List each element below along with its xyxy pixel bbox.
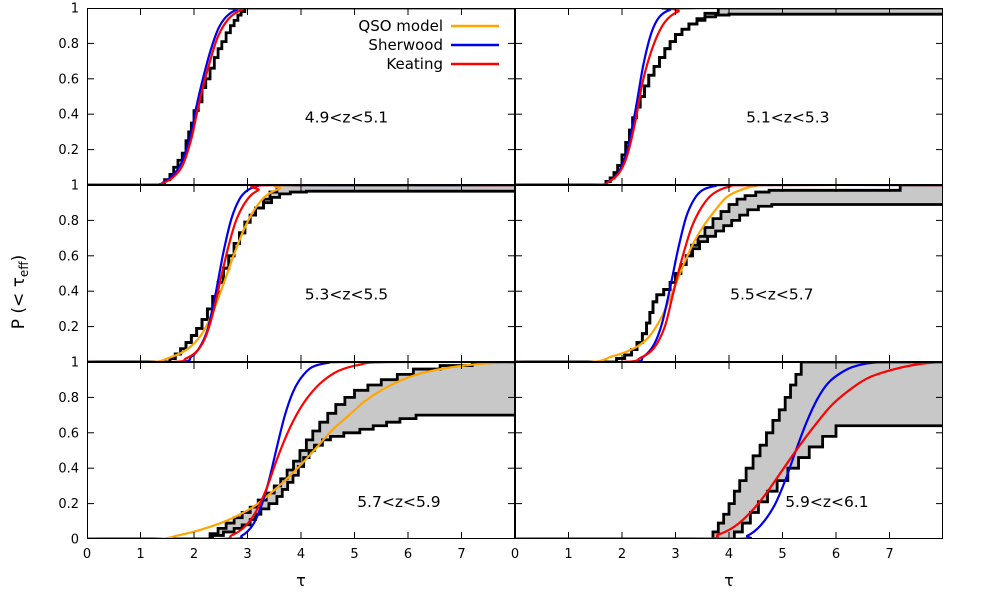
y-tick-label: 0.6 [58, 249, 79, 264]
x-tick-label: 3 [671, 547, 679, 562]
y-tick-label: 0.8 [58, 37, 79, 52]
panel-6-plot-area [515, 362, 943, 539]
legend-entry-keating: Keating [386, 55, 499, 73]
panel-1-border [87, 8, 515, 185]
y-tick-label: 0.2 [58, 497, 79, 512]
y-tick-label: 0.4 [58, 285, 79, 300]
panel-3-border [87, 185, 515, 362]
panel-2-observed-cdf-upper [515, 8, 943, 185]
y-tick-label: 1 [71, 2, 79, 17]
legend-entry-qso: QSO model [358, 17, 499, 35]
y-axis-label: P (< τeff) [9, 255, 31, 329]
panel-2-border [515, 8, 943, 185]
panel-1-label: 4.9<z<5.1 [305, 109, 388, 127]
y-tick-label: 0.8 [58, 391, 79, 406]
legend-label-qso: QSO model [358, 17, 443, 35]
panel-3-sherwood-curve [87, 185, 515, 362]
x-tick-label: 3 [243, 547, 251, 562]
x-axis-label: τ [724, 571, 734, 590]
panel-2-uncertainty-band [515, 8, 943, 185]
panel-5-qso-curve [87, 362, 515, 539]
panel-5-keating-curve [87, 362, 515, 539]
panel-3-observed-cdf-upper [87, 185, 515, 362]
panel-4-label: 5.5<z<5.7 [730, 286, 813, 304]
y-tick-label: 0.6 [58, 426, 79, 441]
x-tick-label: 6 [404, 547, 412, 562]
x-tick-label: 6 [832, 547, 840, 562]
panel-3-uncertainty-band [87, 185, 515, 362]
panel-2-keating-curve [515, 8, 943, 185]
x-tick-label: 2 [618, 547, 626, 562]
panel-4-observed-cdf-lower [515, 203, 943, 362]
panel-2-observed-cdf-lower [515, 12, 943, 185]
panel-2-label: 5.1<z<5.3 [746, 109, 829, 127]
panel-5-label: 5.7<z<5.9 [357, 493, 440, 511]
panel-6-label: 5.9<z<6.1 [785, 493, 868, 511]
x-tick-label: 7 [885, 547, 893, 562]
y-tick-label: 0.2 [58, 320, 79, 335]
panel-5-observed-cdf-upper [87, 362, 515, 539]
y-tick-label: 1 [71, 356, 79, 371]
x-tick-label: 4 [297, 547, 305, 562]
panel-1-sherwood-curve [87, 8, 515, 185]
y-tick-label: 0.8 [58, 214, 79, 229]
panel-2-sherwood-curve [515, 8, 943, 185]
x-tick-label: 5 [778, 547, 786, 562]
panel-1-keating-curve [87, 8, 515, 185]
panel-6-observed-cdf-lower [515, 424, 943, 539]
legend-label-sherwood: Sherwood [368, 36, 443, 54]
panel-6-observed-cdf-upper [515, 362, 943, 539]
panel-4-plot-area [515, 185, 943, 362]
panel-4-uncertainty-band [515, 185, 943, 362]
x-tick-label: 5 [350, 547, 358, 562]
panel-5-plot-area [87, 362, 515, 539]
panel-4-qso-curve [515, 185, 943, 362]
panel-2-plot-area [515, 8, 943, 185]
panel-3-observed-cdf-lower [87, 189, 515, 362]
x-tick-label: 1 [564, 547, 572, 562]
panel-3-qso-curve [87, 185, 515, 362]
x-tick-label: 1 [136, 547, 144, 562]
x-tick-label: 2 [190, 547, 198, 562]
panel-1-plot-area [87, 8, 515, 185]
y-tick-label: 0 [71, 533, 79, 548]
y-tick-label: 1 [71, 179, 79, 194]
x-tick-label: 4 [725, 547, 733, 562]
x-axis-label: τ [296, 571, 306, 590]
panel-3-plot-area [87, 185, 515, 362]
x-tick-label: 0 [511, 547, 519, 562]
panel-3-keating-curve [87, 185, 515, 362]
y-tick-label: 0.2 [58, 143, 79, 158]
panel-5-observed-cdf-lower [87, 413, 515, 539]
x-tick-label: 0 [83, 547, 91, 562]
panel-3-label: 5.3<z<5.5 [305, 286, 388, 304]
panel-4-observed-cdf-upper [515, 185, 943, 362]
legend-label-keating: Keating [386, 55, 443, 73]
x-tick-label: 7 [457, 547, 465, 562]
panel-1-observed-cdf-lower [87, 8, 515, 185]
panel-6-uncertainty-band [515, 362, 943, 539]
legend-entry-sherwood: Sherwood [368, 36, 499, 54]
y-tick-label: 0.6 [58, 72, 79, 87]
panel-6-keating-curve [515, 362, 943, 539]
y-tick-label: 0.4 [58, 108, 79, 123]
y-tick-label: 0.4 [58, 462, 79, 477]
